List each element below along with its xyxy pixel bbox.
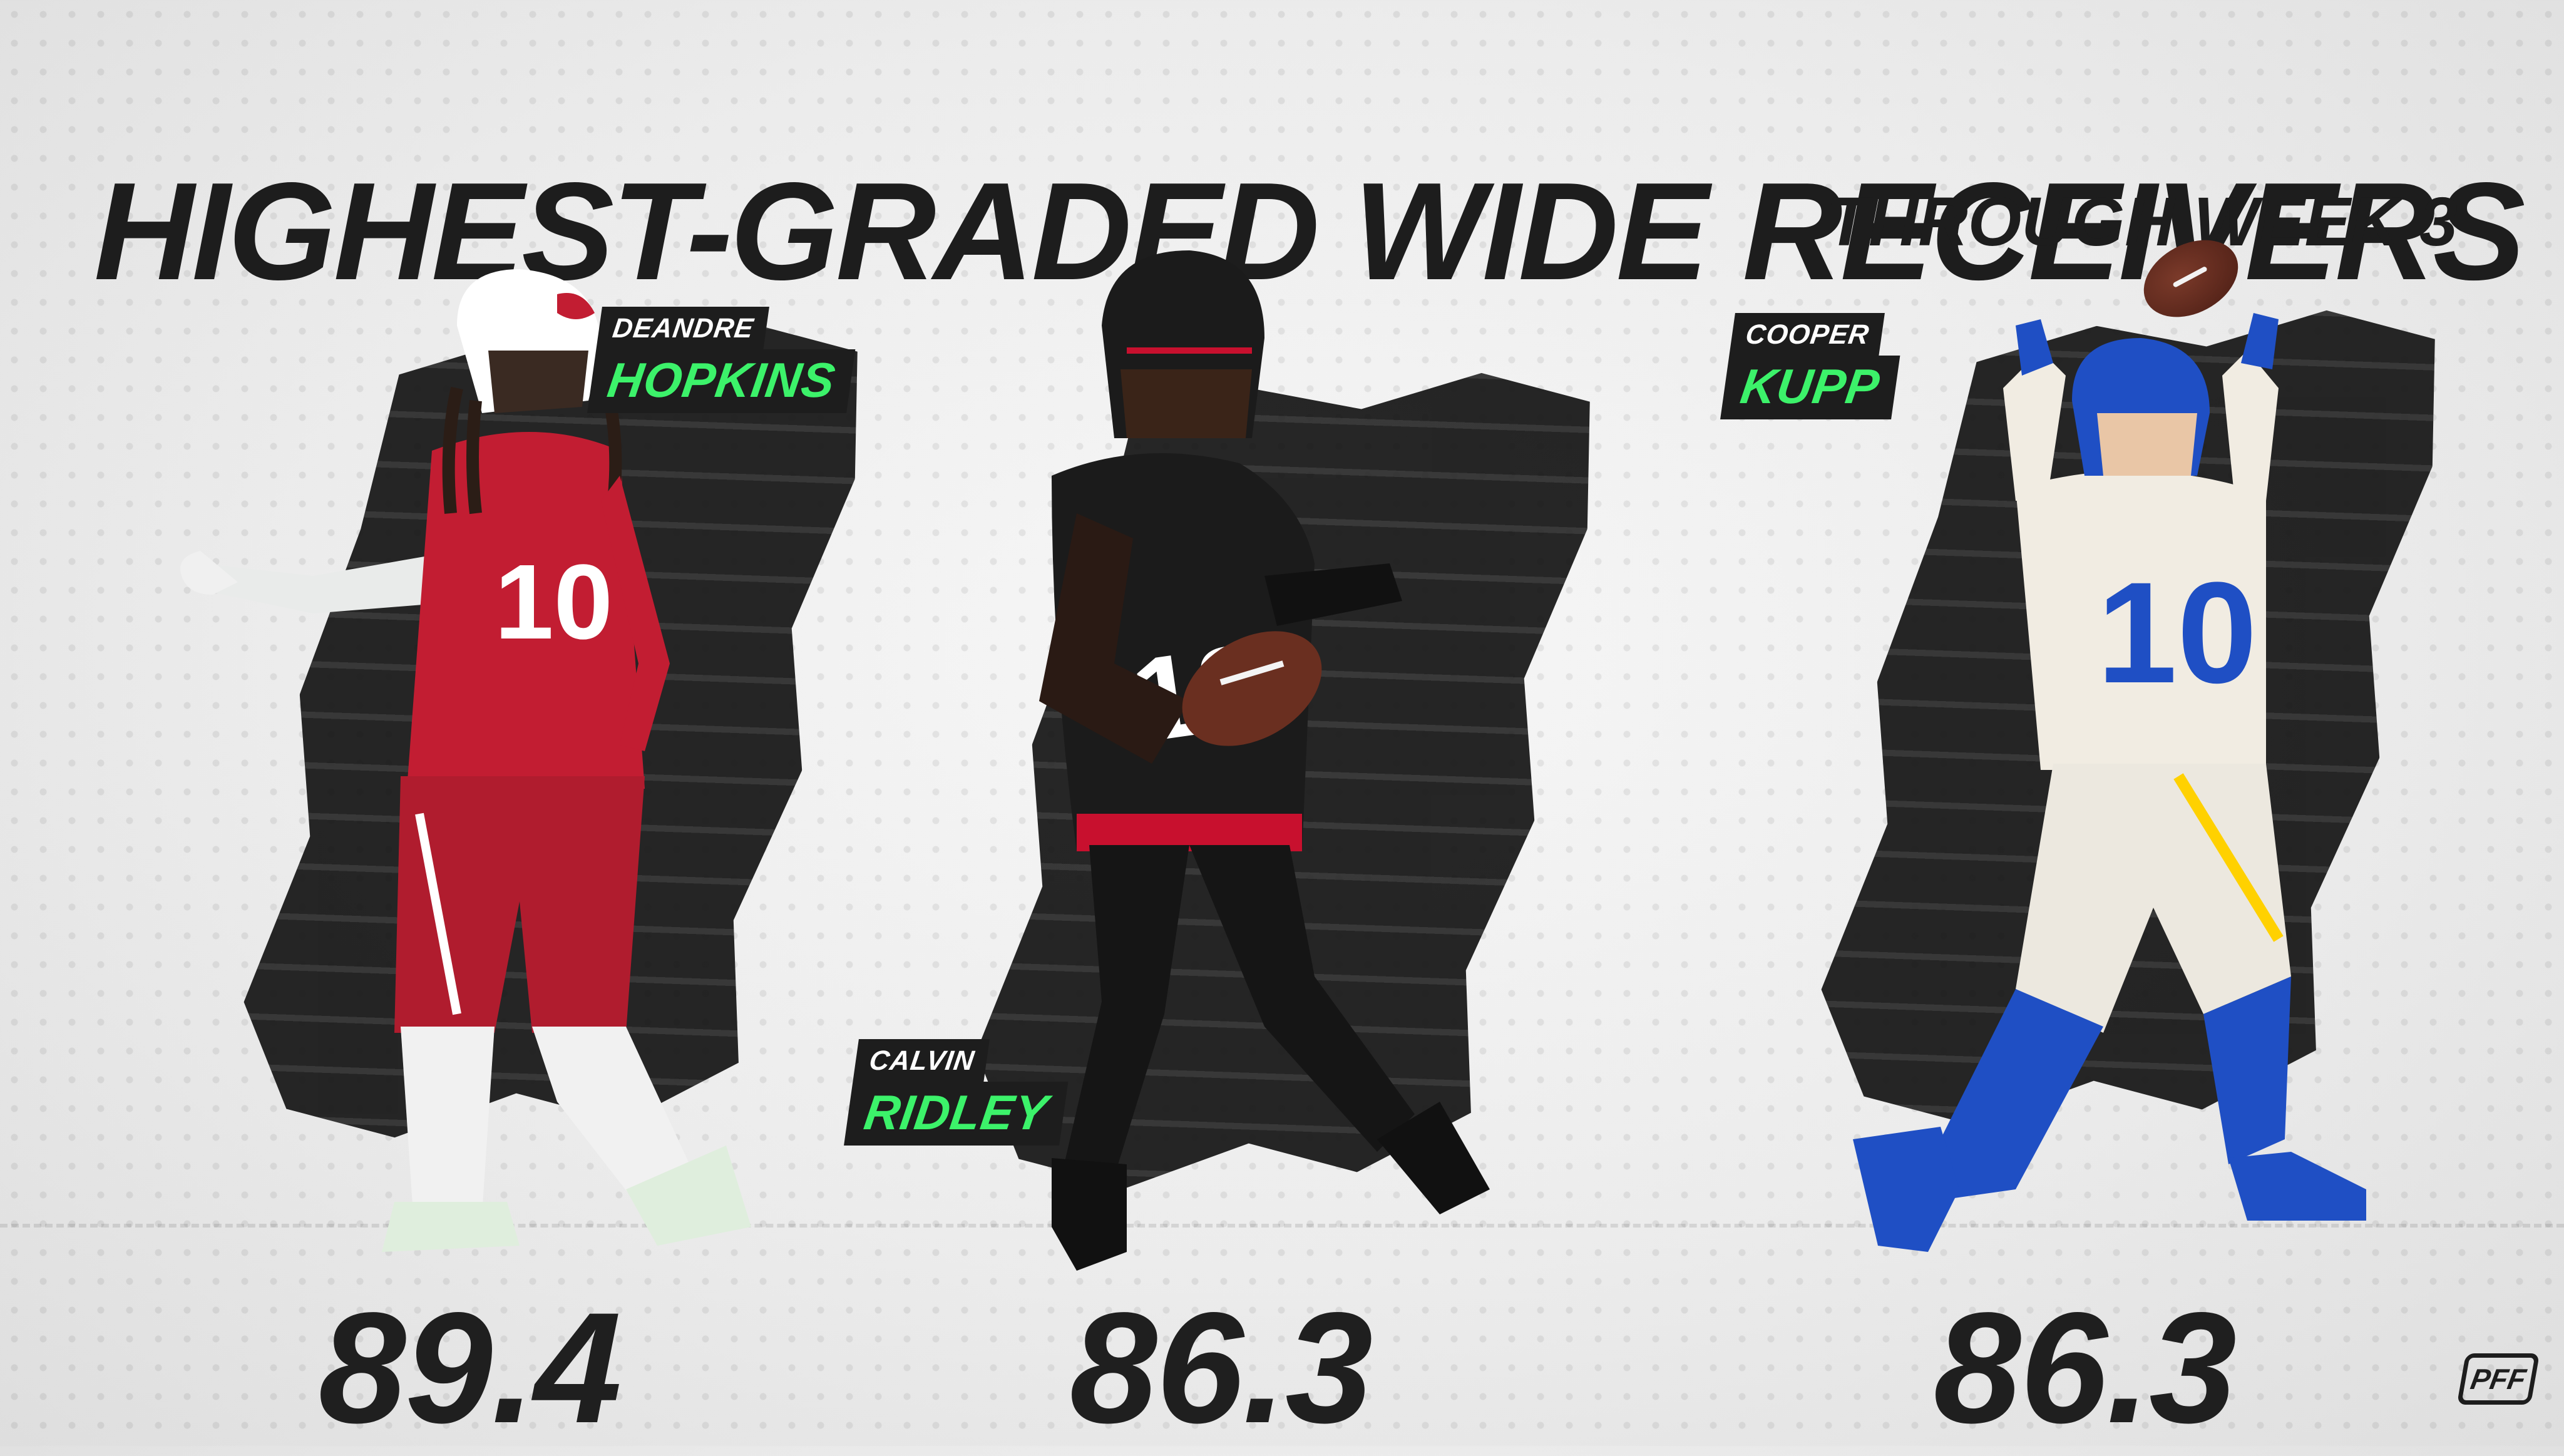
player-card-hopkins: 10 DEANDRE HOPKINS 89.4 [106,0,920,1447]
player-first-name: COOPER [1729,313,1885,356]
player-last-name: KUPP [1720,356,1900,419]
player-photo-hopkins: 10 [180,269,751,1252]
player-card-ridley: 18 CALVIN RIDLEY 86.3 [839,0,1653,1447]
player-grade: 86.3 [1069,1280,1373,1456]
svg-text:10: 10 [495,543,613,662]
player-last-name: HOPKINS [587,349,856,413]
player-first-name: DEANDRE [596,307,769,349]
player-grade: 89.4 [318,1280,622,1456]
background-dashed-line [0,1224,2564,1228]
player-name-tag: DEANDRE HOPKINS [587,307,861,413]
player-grade: 86.3 [1933,1280,2237,1456]
player-name-tag: COOPER KUPP [1720,313,1906,419]
player-first-name: CALVIN [853,1039,990,1082]
player-photo-ridley: 18 [1039,250,1490,1271]
page-subtitle: THROUGH WEEK 3 [1826,183,2458,260]
player-last-name: RIDLEY [844,1082,1069,1146]
pff-logo: PFF [2456,1353,2540,1405]
player-card-kupp: 10 COOPER KUPP 86.3 [1665,0,2479,1447]
svg-text:10: 10 [2097,552,2257,713]
player-photo-kupp: 10 [1853,313,2366,1252]
player-name-tag: CALVIN RIDLEY [844,1039,1074,1146]
